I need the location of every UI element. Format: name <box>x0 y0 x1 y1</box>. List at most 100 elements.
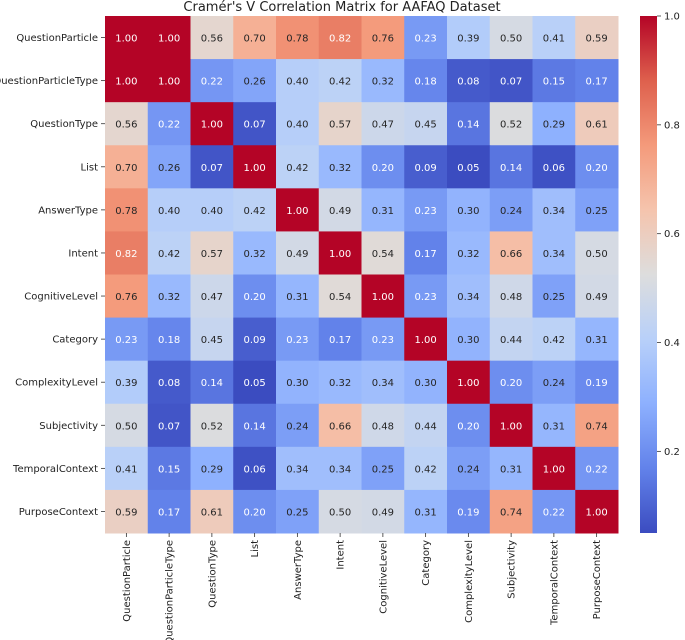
colorbar-tick-label-1: 0.4 <box>664 338 680 349</box>
heatmap-cell-11-4 <box>276 489 320 534</box>
cell-value-label-10-2: 0.29 <box>201 464 223 475</box>
heatmap-cell-5-9 <box>489 231 533 275</box>
cell-value-label-8-6: 0.34 <box>372 378 394 389</box>
cell-value-label-4-5: 0.49 <box>329 206 351 217</box>
cell-value-label-11-9: 0.74 <box>500 507 522 518</box>
heatmap-cell-11-1 <box>147 489 191 534</box>
cell-value-label-7-0: 0.23 <box>115 335 137 346</box>
heatmap-cell-10-11 <box>575 446 619 491</box>
heatmap-cell-5-8 <box>447 231 491 275</box>
cell-value-label-5-11: 0.50 <box>585 249 607 260</box>
heatmap-cell-3-11 <box>575 145 619 189</box>
cell-value-label-5-0: 0.82 <box>115 249 137 260</box>
cell-value-label-2-7: 0.45 <box>414 120 436 131</box>
heatmap-cell-4-11 <box>575 188 619 232</box>
heatmap-cell-10-4 <box>276 446 320 491</box>
cell-value-label-3-6: 0.20 <box>372 163 394 174</box>
heatmap-cell-7-3 <box>233 317 277 362</box>
cell-value-label-0-10: 0.41 <box>543 34 565 45</box>
heatmap-cell-1-9 <box>489 59 533 103</box>
cell-value-label-3-3: 1.00 <box>243 163 265 174</box>
cell-value-label-7-3: 0.09 <box>243 335 265 346</box>
cell-value-label-3-5: 0.32 <box>329 163 351 174</box>
heatmap-cell-1-0 <box>105 59 149 103</box>
cell-value-label-11-5: 0.50 <box>329 507 351 518</box>
cell-value-label-1-11: 0.17 <box>585 77 607 88</box>
heatmap-cell-2-1 <box>147 102 191 146</box>
heatmap-cell-10-6 <box>361 446 405 491</box>
heatmap-cell-6-1 <box>147 274 191 319</box>
cell-value-label-6-4: 0.31 <box>286 292 308 303</box>
heatmap-cell-6-10 <box>532 274 576 319</box>
cell-value-label-7-11: 0.31 <box>585 335 607 346</box>
cell-value-label-8-3: 0.05 <box>243 378 265 389</box>
cell-value-label-7-5: 0.17 <box>329 335 351 346</box>
heatmap-cell-0-10 <box>532 16 576 60</box>
heatmap-cell-6-2 <box>190 274 234 319</box>
cell-value-label-6-6: 1.00 <box>372 292 394 303</box>
cell-value-label-3-2: 0.07 <box>201 163 223 174</box>
heatmap-cell-8-6 <box>361 360 405 405</box>
y-tick-label-9: Subjectivity <box>39 421 98 432</box>
cell-value-label-2-11: 0.61 <box>585 120 607 131</box>
heatmap-cell-0-11 <box>575 16 619 60</box>
heatmap-cell-5-11 <box>575 231 619 275</box>
cell-value-label-6-2: 0.47 <box>201 292 223 303</box>
y-tick-label-0: QuestionParticle <box>16 33 98 44</box>
heatmap-cell-2-10 <box>532 102 576 146</box>
heatmap-cell-9-10 <box>532 403 576 448</box>
heatmap-cell-4-8 <box>447 188 491 232</box>
cell-value-label-9-2: 0.52 <box>201 421 223 432</box>
heatmap-cell-8-7 <box>404 360 448 405</box>
heatmap-cell-9-4 <box>276 403 320 448</box>
heatmap-cell-1-11 <box>575 59 619 103</box>
heatmap-cell-4-9 <box>489 188 533 232</box>
heatmap-cell-7-1 <box>147 317 191 362</box>
cell-value-label-6-10: 0.25 <box>543 292 565 303</box>
heatmap-cell-8-5 <box>318 360 362 405</box>
heatmap-cell-11-3 <box>233 489 277 534</box>
x-tick-label-0: QuestionParticle <box>122 540 133 622</box>
x-tick-label-6: CognitiveLevel <box>378 540 389 614</box>
heatmap-cell-0-2 <box>190 16 234 60</box>
colorbar-tick-label-3: 0.8 <box>664 120 680 131</box>
heatmap-cell-1-8 <box>447 59 491 103</box>
heatmap-cell-1-7 <box>404 59 448 103</box>
heatmap-cell-3-6 <box>361 145 405 189</box>
cell-value-label-0-1: 1.00 <box>158 34 180 45</box>
heatmap-cell-6-11 <box>575 274 619 319</box>
cell-value-label-9-5: 0.66 <box>329 421 351 432</box>
cell-value-label-9-10: 0.31 <box>543 421 565 432</box>
heatmap-cell-10-7 <box>404 446 448 491</box>
heatmap-cell-5-0 <box>105 231 149 275</box>
x-tick-label-5: Intent <box>336 540 347 570</box>
heatmap-cell-1-2 <box>190 59 234 103</box>
heatmap-cell-4-5 <box>318 188 362 232</box>
cell-value-label-0-5: 0.82 <box>329 34 351 45</box>
heatmap-cell-0-5 <box>318 16 362 60</box>
cell-value-label-6-0: 0.76 <box>115 292 137 303</box>
cell-value-label-3-8: 0.05 <box>457 163 479 174</box>
cell-value-label-3-7: 0.09 <box>414 163 436 174</box>
cell-value-label-7-4: 0.23 <box>286 335 308 346</box>
y-tick-label-3: List <box>81 162 99 173</box>
heatmap-cell-1-6 <box>361 59 405 103</box>
cell-value-label-0-6: 0.76 <box>372 34 394 45</box>
heatmap-cell-10-9 <box>489 446 533 491</box>
heatmap-cell-10-1 <box>147 446 191 491</box>
cell-value-label-6-3: 0.20 <box>243 292 265 303</box>
heatmap-cell-7-5 <box>318 317 362 362</box>
heatmap-cell-4-6 <box>361 188 405 232</box>
cell-value-label-4-9: 0.24 <box>500 206 522 217</box>
x-tick-label-7: Category <box>421 540 432 586</box>
cell-value-label-5-1: 0.42 <box>158 249 180 260</box>
cell-value-label-3-11: 0.20 <box>585 163 607 174</box>
cell-value-label-7-6: 0.23 <box>372 335 394 346</box>
cell-value-label-10-10: 1.00 <box>543 464 565 475</box>
heatmap-cell-5-2 <box>190 231 234 275</box>
cell-value-label-5-9: 0.66 <box>500 249 522 260</box>
cell-value-label-2-0: 0.56 <box>115 120 137 131</box>
cell-value-label-4-6: 0.31 <box>372 206 394 217</box>
heatmap-cell-10-5 <box>318 446 362 491</box>
cell-value-label-3-1: 0.26 <box>158 163 180 174</box>
